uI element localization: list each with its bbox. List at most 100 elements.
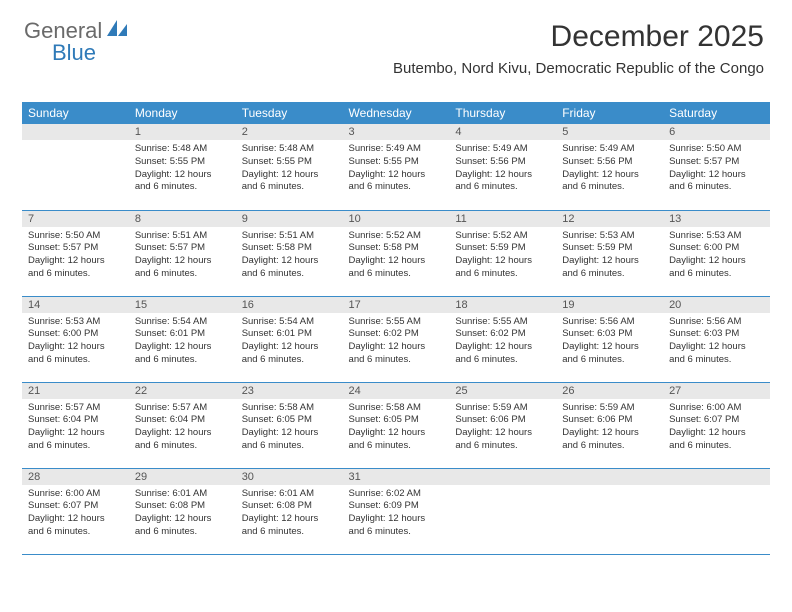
day-number: 27: [663, 383, 770, 399]
sunrise-text: Sunrise: 5:53 AM: [669, 230, 764, 243]
sunset-text: Sunset: 6:06 PM: [455, 414, 550, 427]
weekday-header: Monday: [129, 102, 236, 124]
daylight-text: Daylight: 12 hours and 6 minutes.: [28, 513, 123, 539]
daylight-text: Daylight: 12 hours and 6 minutes.: [349, 255, 444, 281]
sunset-text: Sunset: 6:06 PM: [562, 414, 657, 427]
weekday-header-row: Sunday Monday Tuesday Wednesday Thursday…: [22, 102, 770, 124]
daylight-text: Daylight: 12 hours and 6 minutes.: [135, 255, 230, 281]
day-details: Sunrise: 5:59 AMSunset: 6:06 PMDaylight:…: [449, 399, 556, 457]
sunrise-text: Sunrise: 5:56 AM: [562, 316, 657, 329]
sunset-text: Sunset: 5:57 PM: [28, 242, 123, 255]
day-number: 30: [236, 469, 343, 485]
day-number: 26: [556, 383, 663, 399]
day-details: Sunrise: 5:57 AMSunset: 6:04 PMDaylight:…: [129, 399, 236, 457]
calendar-day-cell: 12Sunrise: 5:53 AMSunset: 5:59 PMDayligh…: [556, 210, 663, 296]
calendar-day-cell: 19Sunrise: 5:56 AMSunset: 6:03 PMDayligh…: [556, 296, 663, 382]
calendar-day-cell: 5Sunrise: 5:49 AMSunset: 5:56 PMDaylight…: [556, 124, 663, 210]
day-number: 22: [129, 383, 236, 399]
day-details: Sunrise: 6:01 AMSunset: 6:08 PMDaylight:…: [129, 485, 236, 543]
calendar-day-cell: 22Sunrise: 5:57 AMSunset: 6:04 PMDayligh…: [129, 382, 236, 468]
daylight-text: Daylight: 12 hours and 6 minutes.: [242, 169, 337, 195]
sunrise-text: Sunrise: 5:55 AM: [455, 316, 550, 329]
brand-logo: General Blue: [24, 18, 129, 44]
sunset-text: Sunset: 6:04 PM: [135, 414, 230, 427]
brand-text-blue: Blue: [52, 40, 96, 66]
day-number: 28: [22, 469, 129, 485]
day-details: Sunrise: 5:54 AMSunset: 6:01 PMDaylight:…: [236, 313, 343, 371]
calendar-day-cell: 23Sunrise: 5:58 AMSunset: 6:05 PMDayligh…: [236, 382, 343, 468]
sunset-text: Sunset: 6:01 PM: [135, 328, 230, 341]
daylight-text: Daylight: 12 hours and 6 minutes.: [349, 513, 444, 539]
day-details: Sunrise: 5:56 AMSunset: 6:03 PMDaylight:…: [663, 313, 770, 371]
day-details: Sunrise: 5:53 AMSunset: 6:00 PMDaylight:…: [22, 313, 129, 371]
day-details: Sunrise: 5:53 AMSunset: 5:59 PMDaylight:…: [556, 227, 663, 285]
calendar-day-cell: 18Sunrise: 5:55 AMSunset: 6:02 PMDayligh…: [449, 296, 556, 382]
sunset-text: Sunset: 5:58 PM: [349, 242, 444, 255]
calendar-day-cell: 28Sunrise: 6:00 AMSunset: 6:07 PMDayligh…: [22, 468, 129, 554]
day-number: 29: [129, 469, 236, 485]
sunset-text: Sunset: 6:07 PM: [669, 414, 764, 427]
daylight-text: Daylight: 12 hours and 6 minutes.: [349, 341, 444, 367]
sunrise-text: Sunrise: 5:52 AM: [349, 230, 444, 243]
calendar-day-cell: 3Sunrise: 5:49 AMSunset: 5:55 PMDaylight…: [343, 124, 450, 210]
calendar-day-cell: 16Sunrise: 5:54 AMSunset: 6:01 PMDayligh…: [236, 296, 343, 382]
calendar-day-cell: 9Sunrise: 5:51 AMSunset: 5:58 PMDaylight…: [236, 210, 343, 296]
day-number: [556, 469, 663, 485]
sunset-text: Sunset: 6:00 PM: [669, 242, 764, 255]
sunrise-text: Sunrise: 5:57 AM: [28, 402, 123, 415]
sunset-text: Sunset: 5:59 PM: [455, 242, 550, 255]
sunrise-text: Sunrise: 5:53 AM: [562, 230, 657, 243]
day-details: Sunrise: 5:54 AMSunset: 6:01 PMDaylight:…: [129, 313, 236, 371]
calendar-week-row: 21Sunrise: 5:57 AMSunset: 6:04 PMDayligh…: [22, 382, 770, 468]
sunset-text: Sunset: 5:55 PM: [242, 156, 337, 169]
sunset-text: Sunset: 6:05 PM: [349, 414, 444, 427]
sunset-text: Sunset: 5:56 PM: [455, 156, 550, 169]
daylight-text: Daylight: 12 hours and 6 minutes.: [562, 169, 657, 195]
day-details: Sunrise: 5:51 AMSunset: 5:57 PMDaylight:…: [129, 227, 236, 285]
sunrise-text: Sunrise: 5:59 AM: [562, 402, 657, 415]
sunset-text: Sunset: 6:02 PM: [455, 328, 550, 341]
daylight-text: Daylight: 12 hours and 6 minutes.: [669, 341, 764, 367]
calendar-day-cell: 15Sunrise: 5:54 AMSunset: 6:01 PMDayligh…: [129, 296, 236, 382]
sunrise-text: Sunrise: 5:51 AM: [135, 230, 230, 243]
calendar-table: Sunday Monday Tuesday Wednesday Thursday…: [22, 102, 770, 555]
sunrise-text: Sunrise: 5:51 AM: [242, 230, 337, 243]
weekday-header: Thursday: [449, 102, 556, 124]
sunset-text: Sunset: 5:57 PM: [669, 156, 764, 169]
day-details: Sunrise: 5:52 AMSunset: 5:59 PMDaylight:…: [449, 227, 556, 285]
day-details: Sunrise: 5:57 AMSunset: 6:04 PMDaylight:…: [22, 399, 129, 457]
day-details: [449, 485, 556, 492]
sunset-text: Sunset: 5:55 PM: [349, 156, 444, 169]
day-number: 25: [449, 383, 556, 399]
calendar-day-cell: 7Sunrise: 5:50 AMSunset: 5:57 PMDaylight…: [22, 210, 129, 296]
day-details: [22, 140, 129, 147]
daylight-text: Daylight: 12 hours and 6 minutes.: [562, 255, 657, 281]
calendar-day-cell: 4Sunrise: 5:49 AMSunset: 5:56 PMDaylight…: [449, 124, 556, 210]
sunrise-text: Sunrise: 5:58 AM: [349, 402, 444, 415]
day-number: 16: [236, 297, 343, 313]
daylight-text: Daylight: 12 hours and 6 minutes.: [562, 427, 657, 453]
day-number: 17: [343, 297, 450, 313]
sunrise-text: Sunrise: 5:56 AM: [669, 316, 764, 329]
day-details: Sunrise: 6:00 AMSunset: 6:07 PMDaylight:…: [22, 485, 129, 543]
daylight-text: Daylight: 12 hours and 6 minutes.: [135, 513, 230, 539]
daylight-text: Daylight: 12 hours and 6 minutes.: [28, 255, 123, 281]
sunset-text: Sunset: 5:57 PM: [135, 242, 230, 255]
sunrise-text: Sunrise: 5:54 AM: [135, 316, 230, 329]
brand-sail-icon: [107, 20, 129, 43]
day-number: 11: [449, 211, 556, 227]
sunset-text: Sunset: 6:05 PM: [242, 414, 337, 427]
calendar-day-cell: 17Sunrise: 5:55 AMSunset: 6:02 PMDayligh…: [343, 296, 450, 382]
sunrise-text: Sunrise: 5:49 AM: [455, 143, 550, 156]
calendar-day-cell: 10Sunrise: 5:52 AMSunset: 5:58 PMDayligh…: [343, 210, 450, 296]
daylight-text: Daylight: 12 hours and 6 minutes.: [242, 513, 337, 539]
calendar-day-cell: 29Sunrise: 6:01 AMSunset: 6:08 PMDayligh…: [129, 468, 236, 554]
weekday-header: Tuesday: [236, 102, 343, 124]
sunrise-text: Sunrise: 5:48 AM: [242, 143, 337, 156]
daylight-text: Daylight: 12 hours and 6 minutes.: [349, 169, 444, 195]
sunrise-text: Sunrise: 6:01 AM: [242, 488, 337, 501]
calendar-day-cell: 21Sunrise: 5:57 AMSunset: 6:04 PMDayligh…: [22, 382, 129, 468]
day-details: Sunrise: 5:50 AMSunset: 5:57 PMDaylight:…: [663, 140, 770, 198]
daylight-text: Daylight: 12 hours and 6 minutes.: [242, 427, 337, 453]
sunrise-text: Sunrise: 6:00 AM: [28, 488, 123, 501]
